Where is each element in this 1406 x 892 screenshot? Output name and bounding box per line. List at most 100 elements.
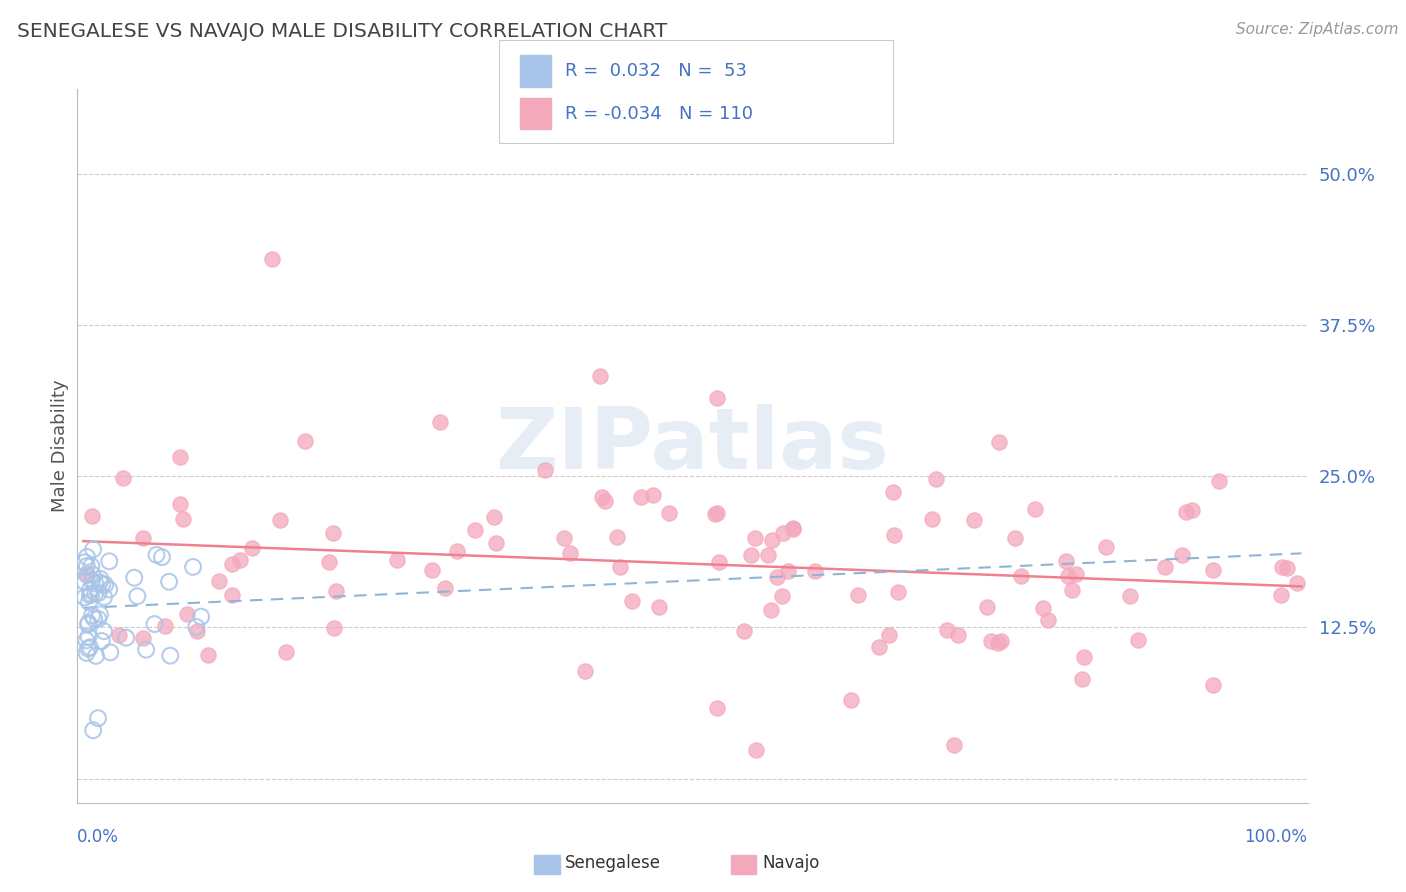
Point xyxy=(882,485,904,500)
Y-axis label: Male Disability: Male Disability xyxy=(51,380,69,512)
Point xyxy=(765,570,787,584)
Point xyxy=(186,624,208,638)
Point xyxy=(153,619,176,633)
Point xyxy=(150,550,173,565)
Point xyxy=(122,571,145,585)
Point xyxy=(1071,673,1094,687)
Point xyxy=(434,581,457,595)
Point xyxy=(157,574,180,589)
Point xyxy=(190,609,212,624)
Point xyxy=(1154,559,1177,574)
Point xyxy=(79,640,101,655)
Point xyxy=(262,252,284,266)
Point xyxy=(98,645,121,659)
Point xyxy=(1202,678,1225,692)
Point xyxy=(79,582,101,597)
Point xyxy=(534,463,557,477)
Point xyxy=(778,564,800,578)
Point xyxy=(318,555,340,569)
Point xyxy=(77,615,100,630)
Point xyxy=(75,633,97,648)
Point xyxy=(921,512,943,526)
Point xyxy=(84,576,107,591)
Point xyxy=(84,586,107,600)
Point xyxy=(82,723,104,738)
Point xyxy=(782,521,804,535)
Point xyxy=(1060,583,1083,598)
Text: Senegalese: Senegalese xyxy=(565,855,661,872)
Point xyxy=(422,563,444,577)
Point xyxy=(143,617,166,632)
Point xyxy=(76,568,98,582)
Point xyxy=(482,509,505,524)
Point xyxy=(987,636,1010,650)
Point xyxy=(294,434,316,449)
Point xyxy=(621,594,644,608)
Point xyxy=(1181,503,1204,517)
Point xyxy=(1277,561,1299,575)
Point xyxy=(98,582,121,597)
Point xyxy=(172,512,194,526)
Point xyxy=(706,506,728,520)
Point xyxy=(1208,474,1230,488)
Point xyxy=(1038,613,1060,627)
Point xyxy=(1119,589,1142,603)
Point xyxy=(606,530,628,544)
Point xyxy=(761,533,783,547)
Point xyxy=(77,595,100,609)
Point xyxy=(1010,569,1032,583)
Point xyxy=(73,591,96,605)
Point xyxy=(1175,505,1198,519)
Text: SENEGALESE VS NAVAJO MALE DISABILITY CORRELATION CHART: SENEGALESE VS NAVAJO MALE DISABILITY COR… xyxy=(17,22,666,41)
Point xyxy=(990,633,1012,648)
Point xyxy=(159,648,181,663)
Text: R =  0.032   N =  53: R = 0.032 N = 53 xyxy=(565,62,747,80)
Point xyxy=(181,560,204,574)
Text: ZIPatlas: ZIPatlas xyxy=(495,404,890,488)
Point xyxy=(593,493,616,508)
Point xyxy=(131,631,153,645)
Point xyxy=(1054,553,1077,567)
Point xyxy=(87,711,110,725)
Point xyxy=(1064,567,1087,582)
Point xyxy=(197,648,219,662)
Point xyxy=(707,555,730,569)
Point xyxy=(1285,575,1308,590)
Point xyxy=(108,628,131,642)
Point xyxy=(733,624,755,638)
Point xyxy=(135,642,157,657)
Point xyxy=(846,588,869,602)
Point xyxy=(77,641,100,656)
Text: 0.0%: 0.0% xyxy=(77,828,120,846)
Point xyxy=(574,664,596,678)
Point xyxy=(1073,650,1095,665)
Point xyxy=(221,558,243,572)
Point xyxy=(87,612,110,626)
Text: Source: ZipAtlas.com: Source: ZipAtlas.com xyxy=(1236,22,1399,37)
Point xyxy=(323,621,346,635)
Point xyxy=(883,528,905,542)
Point xyxy=(1270,588,1292,602)
Point xyxy=(79,588,101,602)
Point xyxy=(935,623,957,637)
Point xyxy=(73,555,96,569)
Point xyxy=(80,574,103,588)
Point xyxy=(886,584,908,599)
Point xyxy=(76,558,98,573)
Point xyxy=(115,631,138,645)
Point xyxy=(988,435,1011,450)
Point xyxy=(1171,548,1194,562)
Point xyxy=(782,523,804,537)
Point xyxy=(82,509,104,524)
Text: Navajo: Navajo xyxy=(762,855,820,872)
Point xyxy=(609,560,631,574)
Point xyxy=(744,531,766,545)
Point xyxy=(77,617,100,632)
Point xyxy=(946,628,969,642)
Point xyxy=(325,584,347,599)
Point xyxy=(132,531,155,545)
Point xyxy=(756,548,779,562)
Point xyxy=(704,508,727,522)
Point xyxy=(740,548,762,562)
Point xyxy=(745,743,768,757)
